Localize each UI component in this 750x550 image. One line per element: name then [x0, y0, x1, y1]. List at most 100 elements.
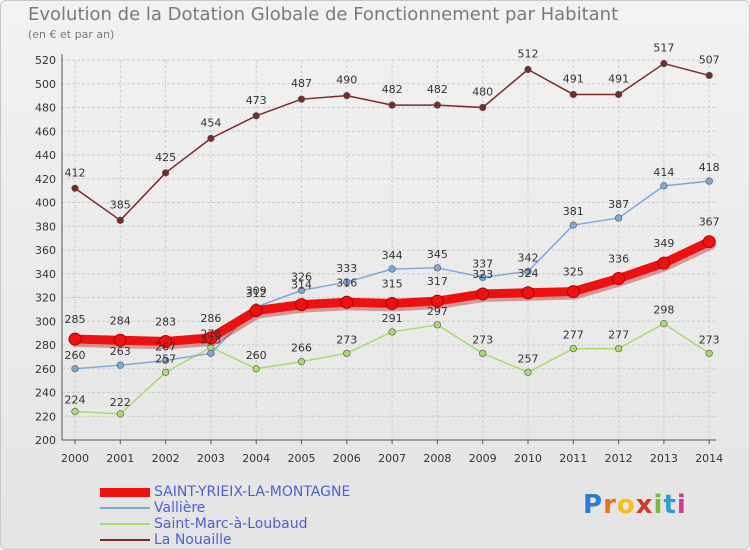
- data-label: 257: [518, 352, 539, 365]
- legend-swatch: [100, 507, 150, 509]
- data-point: [68, 332, 82, 346]
- data-label: 326: [291, 270, 312, 283]
- y-tick-label: 240: [35, 387, 56, 400]
- logo-letter: r: [603, 490, 617, 520]
- data-point: [660, 59, 668, 68]
- data-point: [343, 349, 351, 357]
- data-label: 283: [155, 315, 176, 328]
- data-label: 257: [155, 352, 176, 365]
- x-tick-label: 2007: [378, 452, 406, 465]
- data-label: 324: [518, 267, 539, 280]
- data-point: [705, 349, 713, 357]
- data-point: [162, 356, 170, 365]
- data-label: 314: [291, 279, 312, 292]
- data-point: [705, 71, 713, 80]
- data-point: [614, 214, 623, 222]
- data-point: [343, 92, 351, 100]
- data-label: 387: [608, 198, 629, 211]
- data-label: 367: [699, 216, 720, 229]
- data-point: [612, 272, 626, 285]
- x-tick-label: 2013: [650, 452, 678, 465]
- legend-item: La Nouaille: [100, 532, 400, 548]
- x-tick-label: 2012: [605, 452, 633, 465]
- data-label: 278: [200, 327, 221, 340]
- data-point: [569, 221, 577, 229]
- data-label: 316: [336, 276, 357, 289]
- data-label: 473: [246, 94, 267, 107]
- data-point: [524, 368, 532, 376]
- legend-label: Saint-Marc-à-Loubaud: [154, 516, 308, 532]
- logo-letter: P: [583, 490, 604, 520]
- logo-letter: i: [653, 490, 664, 520]
- x-tick-label: 2006: [333, 452, 361, 465]
- data-label: 418: [699, 161, 720, 174]
- logo-letter: x: [635, 490, 654, 520]
- y-tick-label: 400: [35, 197, 56, 210]
- data-label: 344: [382, 249, 403, 262]
- data-point: [385, 296, 399, 310]
- data-point: [479, 103, 487, 112]
- y-tick-label: 360: [35, 244, 56, 257]
- data-point: [297, 358, 306, 366]
- data-label: 266: [291, 342, 312, 355]
- data-point: [204, 331, 218, 345]
- legend-swatch: [100, 539, 150, 541]
- data-label: 273: [336, 333, 357, 346]
- data-point: [295, 298, 308, 312]
- data-point: [252, 112, 260, 120]
- data-label: 507: [699, 53, 720, 66]
- y-tick-label: 420: [35, 173, 56, 186]
- data-label: 273: [200, 333, 221, 346]
- data-point: [71, 407, 79, 416]
- data-point: [476, 287, 490, 301]
- data-point: [433, 264, 442, 272]
- x-tick-label: 2011: [559, 452, 587, 465]
- data-label: 297: [427, 305, 448, 318]
- data-label: 482: [382, 83, 403, 96]
- data-label: 349: [653, 237, 674, 250]
- data-label: 425: [155, 151, 176, 164]
- data-label: 263: [110, 345, 131, 358]
- data-point: [657, 256, 671, 270]
- data-label: 336: [608, 253, 629, 266]
- data-label: 325: [563, 266, 584, 279]
- data-point: [521, 286, 535, 300]
- x-tick-label: 2008: [423, 452, 451, 465]
- data-label: 315: [382, 277, 403, 290]
- data-point: [162, 169, 170, 177]
- data-point: [388, 101, 396, 109]
- chart-title: Evolution de la Dotation Globale de Fonc…: [28, 4, 619, 25]
- data-point: [569, 344, 577, 353]
- data-point: [705, 177, 713, 185]
- x-tick-label: 2000: [61, 452, 89, 465]
- y-tick-label: 300: [35, 315, 56, 328]
- data-label: 480: [472, 86, 493, 99]
- data-label: 333: [336, 262, 357, 275]
- data-point: [249, 304, 263, 318]
- legend-label: Vallière: [154, 500, 206, 516]
- data-point: [614, 90, 623, 99]
- data-label: 454: [200, 116, 221, 129]
- data-point: [207, 349, 215, 357]
- data-point: [71, 184, 79, 192]
- legend-item: Vallière: [100, 500, 400, 516]
- data-label: 490: [336, 74, 357, 87]
- data-point: [430, 294, 444, 308]
- data-point: [343, 278, 351, 286]
- data-point: [297, 95, 306, 103]
- data-point: [479, 273, 487, 281]
- data-point: [116, 361, 124, 369]
- data-label: 291: [382, 312, 403, 325]
- legend-item: SAINT-YRIEIX-LA-MONTAGNE: [100, 484, 400, 500]
- data-point: [614, 344, 623, 353]
- data-label: 512: [518, 48, 539, 61]
- data-label: 285: [65, 313, 86, 326]
- data-point: [524, 267, 532, 275]
- data-point: [340, 295, 354, 309]
- y-tick-label: 500: [35, 78, 56, 91]
- y-tick-label: 440: [35, 149, 56, 162]
- chart-subtitle: (en € et par an): [28, 28, 115, 41]
- data-point: [297, 286, 306, 294]
- data-label: 277: [563, 329, 584, 342]
- x-tick-label: 2004: [242, 452, 270, 465]
